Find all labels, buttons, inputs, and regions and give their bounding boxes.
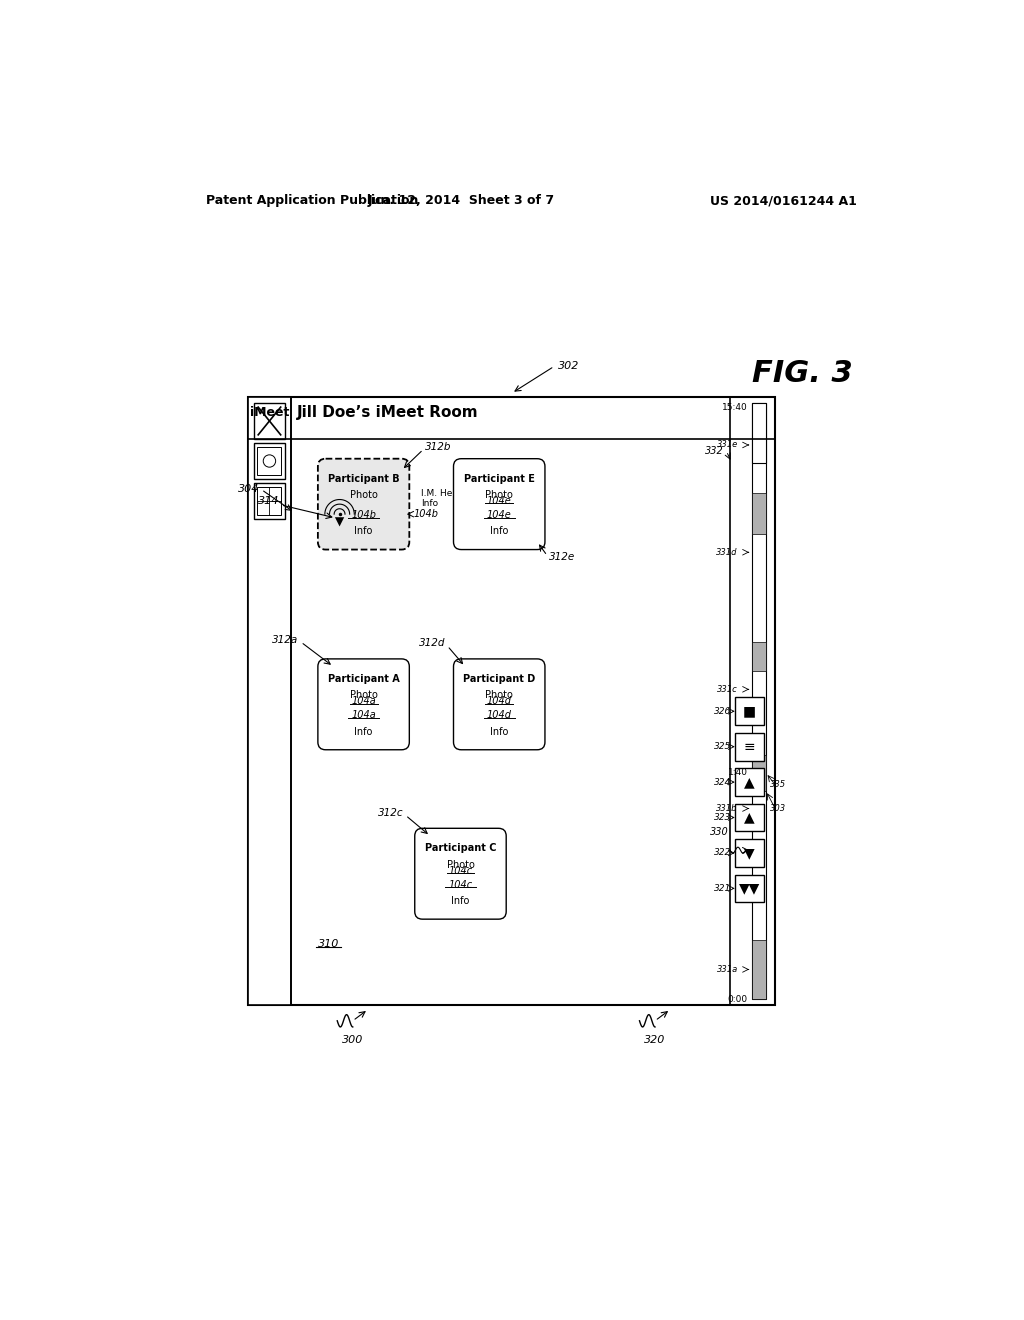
Text: Info: Info [452,896,470,906]
Text: 330: 330 [710,828,729,837]
Text: ▼: ▼ [744,846,755,859]
Text: 323: 323 [714,813,731,822]
Text: 303: 303 [770,804,785,813]
Text: 300: 300 [342,1035,364,1045]
Bar [254,404,285,438]
Text: 0:00: 0:00 [728,995,748,1003]
Text: 331e: 331e [717,441,738,450]
Text: Info: Info [421,499,438,508]
Text: 324: 324 [714,777,731,787]
Text: Participant C: Participant C [425,843,497,853]
Text: 15:40: 15:40 [722,403,748,412]
Bar [735,733,764,760]
Text: US 2014/0161244 A1: US 2014/0161244 A1 [710,194,856,207]
Text: 326: 326 [714,706,731,715]
Text: 104c: 104c [449,866,472,875]
Text: 335: 335 [770,780,785,789]
Text: 104a: 104a [351,697,376,706]
Bar [248,397,291,1006]
Bar [257,447,282,475]
Text: Photo: Photo [446,859,474,870]
Bar [752,492,766,535]
FancyBboxPatch shape [317,459,410,549]
Text: ▼▼: ▼▼ [739,882,760,895]
Text: 104a: 104a [351,710,376,721]
Text: Participant D: Participant D [463,675,536,684]
Text: 104e: 104e [486,496,512,506]
Text: 312c: 312c [378,808,403,818]
FancyBboxPatch shape [415,829,506,919]
Text: 104b: 104b [351,510,376,520]
Text: 332: 332 [706,446,724,455]
Bar [735,804,764,832]
Text: 321: 321 [714,884,731,892]
Text: ▲: ▲ [744,775,755,789]
Text: Patent Application Publication: Patent Application Publication [206,194,418,207]
Text: 312e: 312e [549,552,575,562]
FancyBboxPatch shape [454,459,545,549]
Text: 314: 314 [258,496,280,506]
Text: ▲: ▲ [744,810,755,825]
Text: 304: 304 [239,484,260,495]
Bar [248,397,775,1006]
Text: 325: 325 [714,742,731,751]
Text: iMeet: iMeet [250,405,289,418]
Text: ■: ■ [743,705,756,718]
Text: 331d: 331d [717,548,738,557]
Text: FIG. 3: FIG. 3 [752,359,853,388]
Text: 312a: 312a [272,635,299,644]
Text: I.M. He: I.M. He [421,488,453,498]
Text: Photo: Photo [485,690,513,700]
Text: 302: 302 [558,362,580,371]
Text: 104d: 104d [486,697,512,706]
Bar [257,487,282,515]
Text: 331b: 331b [717,804,738,813]
Text: 104c: 104c [449,879,472,890]
Text: Participant E: Participant E [464,474,535,483]
Text: Info: Info [490,726,508,737]
Text: 331a: 331a [717,965,738,974]
Text: 104b: 104b [414,510,438,519]
Text: 322: 322 [714,849,731,858]
Text: Jun. 12, 2014  Sheet 3 of 7: Jun. 12, 2014 Sheet 3 of 7 [368,194,555,207]
Text: Participant B: Participant B [328,474,399,483]
FancyBboxPatch shape [454,659,545,750]
Bar [254,483,285,519]
Text: Jill Doe’s iMeet Room: Jill Doe’s iMeet Room [297,405,478,420]
Text: 310: 310 [317,939,339,949]
FancyBboxPatch shape [317,659,410,750]
Text: 320: 320 [644,1035,666,1045]
Text: ≡: ≡ [743,739,756,754]
Bar [735,874,764,903]
Text: Info: Info [354,726,373,737]
Bar [735,697,764,725]
Text: Photo: Photo [349,690,378,700]
Text: 104e: 104e [486,510,512,520]
Text: 1:40: 1:40 [728,768,748,777]
Bar [735,768,764,796]
Text: 331c: 331c [717,685,738,694]
Text: 312b: 312b [425,442,452,453]
Bar [752,940,766,999]
Text: 312d: 312d [419,639,445,648]
Text: Participant A: Participant A [328,675,399,684]
Text: 104d: 104d [486,710,512,721]
Bar [752,404,766,463]
Text: Info: Info [490,527,508,536]
Text: Info: Info [354,527,373,536]
Text: Photo: Photo [485,490,513,500]
Bar [254,444,285,479]
Text: Photo: Photo [349,490,378,500]
Bar [752,642,766,672]
Bar [735,840,764,867]
Polygon shape [335,517,344,527]
Bar [752,755,766,791]
Bar [752,404,766,999]
